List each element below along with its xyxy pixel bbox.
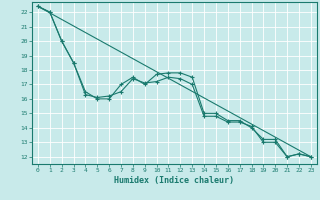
X-axis label: Humidex (Indice chaleur): Humidex (Indice chaleur) <box>115 176 234 185</box>
